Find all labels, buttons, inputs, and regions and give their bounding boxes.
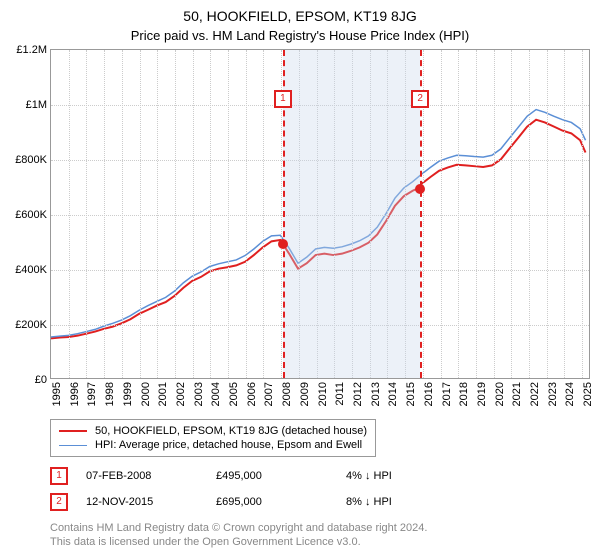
chart-container: 50, HOOKFIELD, EPSOM, KT19 8JG Price pai… xyxy=(0,0,600,550)
x-axis-label: 2018 xyxy=(458,382,470,406)
chart-plot-area: £0£200K£400K£600K£800K£1M£1.2M1995199619… xyxy=(50,49,590,379)
gridline-vertical xyxy=(263,50,264,378)
x-axis-label: 2012 xyxy=(352,382,364,406)
transaction-row: 2 12-NOV-2015£695,0008% ↓ HPI xyxy=(50,489,590,515)
x-axis-label: 2013 xyxy=(370,382,382,406)
gridline-vertical xyxy=(193,50,194,378)
x-axis-label: 2000 xyxy=(140,382,152,406)
x-axis-label: 2023 xyxy=(547,382,559,406)
x-axis-label: 1995 xyxy=(51,382,63,406)
x-axis-label: 2002 xyxy=(175,382,187,406)
x-axis-label: 2005 xyxy=(228,382,240,406)
gridline-vertical xyxy=(564,50,565,378)
transaction-delta: 4% ↓ HPI xyxy=(346,470,476,482)
x-axis-label: 2015 xyxy=(405,382,417,406)
x-axis-label: 2004 xyxy=(210,382,222,406)
transaction-price: £695,000 xyxy=(216,496,346,508)
y-axis-label: £200K xyxy=(15,319,47,331)
transaction-row: 1 07-FEB-2008£495,0004% ↓ HPI xyxy=(50,463,590,489)
x-axis-label: 2001 xyxy=(157,382,169,406)
transactions-table: 1 07-FEB-2008£495,0004% ↓ HPI 2 12-NOV-2015… xyxy=(50,463,590,515)
legend-label: HPI: Average price, detached house, Epso… xyxy=(95,439,362,451)
x-axis-label: 2009 xyxy=(299,382,311,406)
x-axis-label: 2006 xyxy=(246,382,258,406)
chart-title: 50, HOOKFIELD, EPSOM, KT19 8JG xyxy=(0,0,600,24)
x-axis-label: 2021 xyxy=(511,382,523,406)
shaded-period xyxy=(283,50,420,378)
footer-line-2: This data is licensed under the Open Gov… xyxy=(50,535,590,549)
x-axis-label: 2020 xyxy=(494,382,506,406)
transaction-delta: 8% ↓ HPI xyxy=(346,496,476,508)
gridline-vertical xyxy=(547,50,548,378)
legend-swatch xyxy=(59,445,87,446)
x-axis-label: 2007 xyxy=(263,382,275,406)
y-axis-label: £1.2M xyxy=(16,44,47,56)
x-axis-label: 2003 xyxy=(193,382,205,406)
gridline-vertical xyxy=(157,50,158,378)
x-axis-label: 2019 xyxy=(476,382,488,406)
x-axis-label: 2017 xyxy=(441,382,453,406)
sale-point xyxy=(278,239,288,249)
x-axis-label: 1996 xyxy=(69,382,81,406)
reference-marker: 2 xyxy=(411,90,429,108)
transaction-date: 07-FEB-2008 xyxy=(86,470,216,482)
reference-marker: 1 xyxy=(274,90,292,108)
x-axis-label: 1998 xyxy=(104,382,116,406)
gridline-vertical xyxy=(529,50,530,378)
transaction-price: £495,000 xyxy=(216,470,346,482)
gridline-vertical xyxy=(246,50,247,378)
x-axis-label: 1999 xyxy=(122,382,134,406)
x-axis-label: 2008 xyxy=(281,382,293,406)
x-axis-label: 2022 xyxy=(529,382,541,406)
x-axis-label: 1997 xyxy=(86,382,98,406)
x-axis-label: 2016 xyxy=(423,382,435,406)
legend-label: 50, HOOKFIELD, EPSOM, KT19 8JG (detached… xyxy=(95,425,367,437)
legend-item: 50, HOOKFIELD, EPSOM, KT19 8JG (detached… xyxy=(59,424,367,438)
transaction-marker: 1 xyxy=(50,467,68,485)
x-axis-label: 2011 xyxy=(334,382,346,406)
x-axis-label: 2010 xyxy=(317,382,329,406)
y-axis-label: £1M xyxy=(26,99,47,111)
gridline-vertical xyxy=(69,50,70,378)
gridline-vertical xyxy=(86,50,87,378)
gridline-vertical xyxy=(210,50,211,378)
legend-box: 50, HOOKFIELD, EPSOM, KT19 8JG (detached… xyxy=(50,419,376,457)
chart-subtitle: Price paid vs. HM Land Registry's House … xyxy=(0,24,600,49)
footer-attribution: Contains HM Land Registry data © Crown c… xyxy=(50,521,590,550)
y-axis-label: £800K xyxy=(15,154,47,166)
footer-line-1: Contains HM Land Registry data © Crown c… xyxy=(50,521,590,535)
gridline-vertical xyxy=(228,50,229,378)
y-axis-label: £0 xyxy=(35,374,47,386)
transaction-date: 12-NOV-2015 xyxy=(86,496,216,508)
legend-item: HPI: Average price, detached house, Epso… xyxy=(59,438,367,452)
gridline-vertical xyxy=(458,50,459,378)
x-axis-label: 2024 xyxy=(564,382,576,406)
y-axis-label: £600K xyxy=(15,209,47,221)
gridline-vertical xyxy=(104,50,105,378)
transaction-marker: 2 xyxy=(50,493,68,511)
gridline-vertical xyxy=(511,50,512,378)
sale-point xyxy=(415,184,425,194)
gridline-vertical xyxy=(476,50,477,378)
gridline-vertical xyxy=(122,50,123,378)
x-axis-label: 2014 xyxy=(387,382,399,406)
gridline-vertical xyxy=(582,50,583,378)
gridline-vertical xyxy=(140,50,141,378)
y-axis-label: £400K xyxy=(15,264,47,276)
gridline-vertical xyxy=(175,50,176,378)
legend-swatch xyxy=(59,430,87,432)
x-axis-label: 2025 xyxy=(582,382,594,406)
gridline-vertical xyxy=(494,50,495,378)
gridline-vertical xyxy=(441,50,442,378)
